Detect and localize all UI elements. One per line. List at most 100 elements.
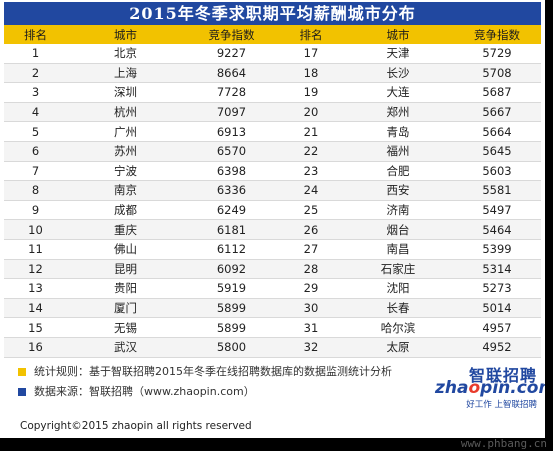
- cell-city: 哈尔滨: [343, 317, 453, 338]
- cell-rank: 16: [4, 337, 67, 358]
- logo-en-o: o: [468, 378, 481, 398]
- cell-index: 4952: [453, 337, 541, 358]
- table-row: 7 宁波 6398 23 合肥 5603: [4, 161, 541, 182]
- table-row: 6 苏州 6570 22 福州 5645: [4, 141, 541, 162]
- cell-city: 成都: [67, 200, 184, 221]
- cell-rank: 18: [279, 63, 343, 84]
- table-row: 5 广州 6913 21 青岛 5664: [4, 121, 541, 142]
- cell-rank: 2: [4, 63, 67, 84]
- cell-rank: 7: [4, 161, 67, 182]
- cell-city: 贵阳: [67, 278, 184, 299]
- col-header-city: 城市: [343, 25, 453, 44]
- table-row: 15 无锡 5899 31 哈尔滨 4957: [4, 317, 541, 338]
- ranking-card: 2015年冬季求职期平均薪酬城市分布 排名 城市 竞争指数 排名 城市 竞争指数…: [0, 0, 545, 438]
- table-row: 10 重庆 6181 26 烟台 5464: [4, 219, 541, 240]
- cell-city: 佛山: [67, 239, 184, 260]
- table-row: 4 杭州 7097 20 郑州 5667: [4, 102, 541, 123]
- cell-rank: 31: [279, 317, 343, 338]
- col-header-rank: 排名: [279, 25, 343, 44]
- notes: 统计规则：基于智联招聘2015年冬季在线招聘数据库的数据监测统计分析 数据来源：…: [18, 362, 438, 402]
- cell-city: 大连: [343, 82, 453, 103]
- cell-rank: 6: [4, 141, 67, 162]
- cell-index: 5729: [453, 44, 541, 64]
- cell-city: 重庆: [67, 219, 184, 240]
- cell-index: 5667: [453, 102, 541, 123]
- cell-city: 深圳: [67, 82, 184, 103]
- cell-index: 7728: [184, 82, 279, 103]
- cell-city: 石家庄: [343, 259, 453, 280]
- cell-rank: 4: [4, 102, 67, 123]
- yellow-square-icon: [18, 368, 26, 376]
- cell-city: 烟台: [343, 219, 453, 240]
- cell-index: 6092: [184, 259, 279, 280]
- cell-index: 5919: [184, 278, 279, 299]
- table-row: 3 深圳 7728 19 大连 5687: [4, 82, 541, 103]
- cell-index: 6398: [184, 161, 279, 182]
- cell-index: 6112: [184, 239, 279, 260]
- col-header-city: 城市: [67, 25, 184, 44]
- cell-city: 济南: [343, 200, 453, 221]
- note-rule: 统计规则：基于智联招聘2015年冬季在线招聘数据库的数据监测统计分析: [18, 362, 438, 382]
- cell-city: 青岛: [343, 121, 453, 142]
- cell-index: 5800: [184, 337, 279, 358]
- table-row: 11 佛山 6112 27 南昌 5399: [4, 239, 541, 260]
- cell-city: 西安: [343, 180, 453, 201]
- table-row: 9 成都 6249 25 济南 5497: [4, 200, 541, 221]
- cell-city: 无锡: [67, 317, 184, 338]
- cell-rank: 17: [279, 44, 343, 64]
- cell-city: 天津: [343, 44, 453, 64]
- cell-rank: 32: [279, 337, 343, 358]
- cell-city: 苏州: [67, 141, 184, 162]
- cell-index: 6913: [184, 121, 279, 142]
- cell-index: 5899: [184, 298, 279, 319]
- copyright: Copyright©2015 zhaopin all rights reserv…: [20, 420, 252, 432]
- logo-cn-text: 智联招聘: [468, 366, 537, 385]
- note-rule-text: 统计规则：基于智联招聘2015年冬季在线招聘数据库的数据监测统计分析: [34, 365, 392, 378]
- cell-city: 宁波: [67, 161, 184, 182]
- cell-rank: 20: [279, 102, 343, 123]
- table-row: 14 厦门 5899 30 长春 5014: [4, 298, 541, 319]
- cell-city: 广州: [67, 121, 184, 142]
- cell-rank: 19: [279, 82, 343, 103]
- cell-rank: 28: [279, 259, 343, 280]
- cell-index: 6570: [184, 141, 279, 162]
- cell-index: 6336: [184, 180, 279, 201]
- cell-index: 8664: [184, 63, 279, 84]
- cell-city: 南昌: [343, 239, 453, 260]
- col-header-index: 竞争指数: [453, 25, 541, 44]
- cell-rank: 25: [279, 200, 343, 221]
- cell-index: 6249: [184, 200, 279, 221]
- cell-rank: 9: [4, 200, 67, 221]
- cell-rank: 3: [4, 82, 67, 103]
- cell-index: 5581: [453, 180, 541, 201]
- cell-index: 5664: [453, 121, 541, 142]
- cell-rank: 1: [4, 44, 67, 64]
- cell-city: 郑州: [343, 102, 453, 123]
- cell-index: 5603: [453, 161, 541, 182]
- table-row: 2 上海 8664 18 长沙 5708: [4, 63, 541, 84]
- cell-rank: 5: [4, 121, 67, 142]
- cell-city: 武汉: [67, 337, 184, 358]
- cell-index: 5497: [453, 200, 541, 221]
- col-header-index: 竞争指数: [184, 25, 279, 44]
- cell-rank: 10: [4, 219, 67, 240]
- cell-rank: 30: [279, 298, 343, 319]
- cell-rank: 15: [4, 317, 67, 338]
- cell-city: 南京: [67, 180, 184, 201]
- logo-en-part: pin.com: [480, 378, 545, 398]
- cell-rank: 27: [279, 239, 343, 260]
- zhaopin-logo: 智联招聘 zhaopin.com 好工作 上智联招聘: [435, 362, 545, 410]
- cell-rank: 14: [4, 298, 67, 319]
- cell-rank: 13: [4, 278, 67, 299]
- cell-rank: 11: [4, 239, 67, 260]
- cell-index: 6181: [184, 219, 279, 240]
- logo-en-part: zha: [435, 378, 469, 398]
- table-row: 12 昆明 6092 28 石家庄 5314: [4, 259, 541, 280]
- blue-square-icon: [18, 388, 26, 396]
- cell-rank: 22: [279, 141, 343, 162]
- cell-index: 5464: [453, 219, 541, 240]
- cell-index: 5708: [453, 63, 541, 84]
- table-row: 13 贵阳 5919 29 沈阳 5273: [4, 278, 541, 299]
- cell-rank: 12: [4, 259, 67, 280]
- cell-city: 昆明: [67, 259, 184, 280]
